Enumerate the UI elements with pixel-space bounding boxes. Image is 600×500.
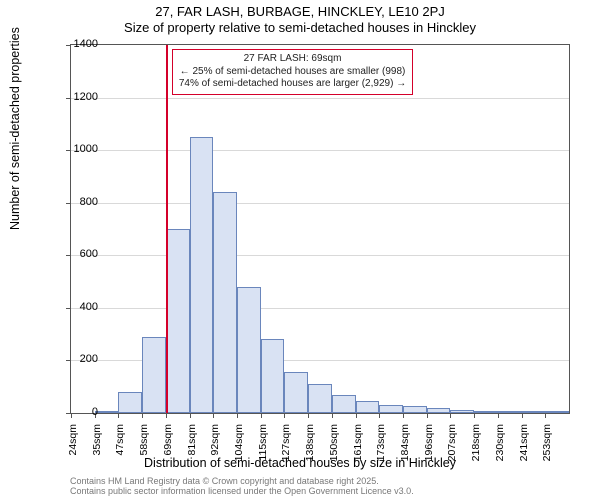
annotation-line-1: 27 FAR LASH: 69sqm: [179, 53, 406, 66]
y-tick-label: 1200: [58, 91, 98, 103]
grid-line: [71, 203, 569, 204]
x-axis-label: Distribution of semi-detached houses by …: [0, 456, 600, 470]
y-tick-label: 400: [58, 301, 98, 313]
histogram-bar: [237, 287, 261, 413]
reference-line: [166, 45, 168, 413]
histogram-bar: [190, 137, 214, 413]
histogram-bar: [498, 411, 522, 413]
x-tick-mark: [190, 413, 191, 418]
x-tick-mark: [522, 413, 523, 418]
x-tick-mark: [332, 413, 333, 418]
histogram-bar: [166, 229, 190, 413]
histogram-bar: [332, 395, 356, 413]
histogram-bar: [284, 372, 308, 413]
x-tick-mark: [403, 413, 404, 418]
histogram-bar: [474, 411, 498, 413]
histogram-bar: [356, 401, 380, 413]
histogram-bar: [403, 406, 427, 413]
histogram-bar: [545, 411, 569, 413]
y-tick-label: 200: [58, 353, 98, 365]
histogram-bar: [95, 411, 119, 413]
histogram-bar: [522, 411, 546, 413]
footer-line-2: Contains public sector information licen…: [70, 486, 414, 496]
annotation-line-3: 74% of semi-detached houses are larger (…: [179, 78, 406, 91]
x-tick-mark: [545, 413, 546, 418]
x-tick-mark: [450, 413, 451, 418]
y-tick-label: 600: [58, 248, 98, 260]
footer-attribution: Contains HM Land Registry data © Crown c…: [70, 476, 414, 497]
x-tick-mark: [474, 413, 475, 418]
histogram-bar: [261, 339, 285, 413]
grid-line: [71, 308, 569, 309]
x-tick-mark: [308, 413, 309, 418]
annotation-box: 27 FAR LASH: 69sqm← 25% of semi-detached…: [172, 49, 413, 95]
x-tick-mark: [356, 413, 357, 418]
annotation-line-2: ← 25% of semi-detached houses are smalle…: [179, 66, 406, 79]
y-axis-label: Number of semi-detached properties: [8, 27, 22, 230]
grid-line: [71, 98, 569, 99]
histogram-bar: [118, 392, 142, 413]
x-tick-mark: [237, 413, 238, 418]
x-tick-mark: [213, 413, 214, 418]
grid-line: [71, 150, 569, 151]
x-tick-mark: [142, 413, 143, 418]
x-tick-mark: [427, 413, 428, 418]
footer-line-1: Contains HM Land Registry data © Crown c…: [70, 476, 414, 486]
y-tick-label: 1400: [58, 38, 98, 50]
histogram-bar: [142, 337, 166, 413]
x-tick-mark: [379, 413, 380, 418]
x-tick-mark: [166, 413, 167, 418]
y-tick-label: 0: [58, 406, 98, 418]
histogram-bar: [450, 410, 474, 413]
y-tick-label: 1000: [58, 143, 98, 155]
x-tick-mark: [498, 413, 499, 418]
x-tick-mark: [118, 413, 119, 418]
x-tick-mark: [284, 413, 285, 418]
chart-title: 27, FAR LASH, BURBAGE, HINCKLEY, LE10 2P…: [0, 0, 600, 19]
histogram-bar: [379, 405, 403, 413]
x-tick-mark: [261, 413, 262, 418]
histogram-bar: [213, 192, 237, 413]
histogram-bar: [427, 408, 451, 413]
y-tick-label: 800: [58, 196, 98, 208]
grid-line: [71, 255, 569, 256]
plot-area: 27 FAR LASH: 69sqm← 25% of semi-detached…: [70, 44, 570, 414]
histogram-bar: [308, 384, 332, 413]
chart-subtitle: Size of property relative to semi-detach…: [0, 19, 600, 35]
